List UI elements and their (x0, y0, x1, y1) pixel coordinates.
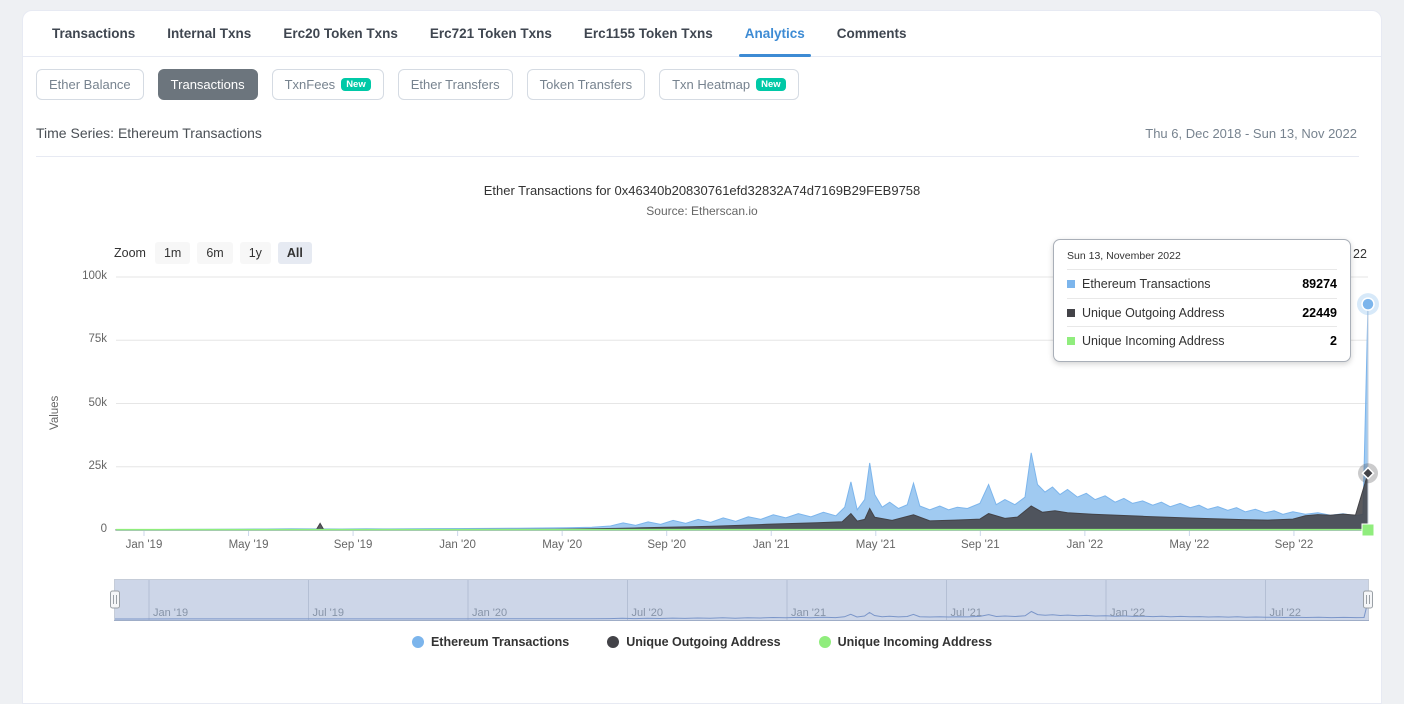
ether-balance-button[interactable]: Ether Balance (36, 69, 144, 100)
zoom-controls: Zoom 1m 6m 1y All (114, 242, 312, 264)
legend-marker-icon (818, 636, 831, 648)
new-badge: New (756, 77, 786, 92)
main-chart[interactable] (115, 274, 1384, 542)
chart-title: Ether Transactions for 0x46340b20830761e… (483, 183, 921, 198)
tooltip-date: Sun 13, November 2022 (1067, 248, 1337, 270)
txnfees-button[interactable]: TxnFees New (271, 69, 384, 100)
chart-subtitle: Source: Etherscan.io (646, 204, 758, 218)
chip-label: Txn Heatmap (672, 77, 751, 92)
tab-bar: Transactions Internal Txns Erc20 Token T… (23, 11, 1381, 57)
new-badge: New (341, 77, 371, 92)
tab-erc20-token-txns[interactable]: Erc20 Token Txns (283, 26, 398, 41)
x-axis-tick-label: May '22 (1169, 539, 1210, 551)
x-axis-tick-label: Jan '21 (752, 539, 790, 551)
chip-label: Transactions (170, 77, 245, 92)
zoom-label: Zoom (114, 246, 146, 260)
x-axis-tick-label: May '20 (542, 539, 583, 551)
navigator-tick-label: Jul '19 (312, 607, 344, 619)
navigator-tick-label: Jan '22 (1110, 607, 1146, 619)
zoom-1y-button[interactable]: 1y (239, 242, 271, 264)
legend-marker-icon (411, 636, 424, 648)
tab-erc721-token-txns[interactable]: Erc721 Token Txns (429, 26, 552, 41)
x-axis-tick-label: Jan '22 (1066, 539, 1104, 551)
x-axis-tick-label: Jan '20 (439, 539, 476, 551)
navigator-tick-label: Jul '20 (631, 607, 663, 619)
date-range: Thu 6, Dec 2018 - Sun 13, Nov 2022 (1145, 125, 1357, 141)
chip-label: TxnFees (284, 77, 336, 92)
content-card: Transactions Internal Txns Erc20 Token T… (22, 10, 1382, 704)
legend-label: Ethereum Transactions (430, 635, 570, 649)
time-series-header: Time Series: Ethereum Transactions Thu 6… (36, 125, 1357, 141)
x-axis-tick-label: Sep '21 (960, 539, 1000, 551)
token-transfers-button[interactable]: Token Transfers (526, 69, 646, 100)
legend-item-unique-outgoing-address[interactable]: Unique Outgoing Address (607, 635, 781, 649)
tab-analytics[interactable]: Analytics (729, 11, 821, 57)
zoom-all-button[interactable]: All (277, 242, 312, 264)
y-axis-tick-label: 75k (88, 333, 107, 346)
x-axis-tick-label: Sep '22 (1274, 539, 1314, 551)
legend-item-ethereum-transactions[interactable]: Ethereum Transactions (411, 635, 570, 649)
tab-internal-txns[interactable]: Internal Txns (167, 26, 252, 41)
ether-transfers-button[interactable]: Ether Transfers (397, 69, 513, 100)
tab-comments[interactable]: Comments (836, 26, 907, 41)
transactions-button[interactable]: Transactions (157, 69, 258, 100)
zoom-1m-button[interactable]: 1m (154, 242, 191, 264)
legend: Ethereum Transactions Unique Outgoing Ad… (23, 635, 1381, 649)
navigator-tick-label: Jul '21 (950, 607, 982, 619)
tab-transactions[interactable]: Transactions (52, 26, 136, 41)
x-axis-tick-label: Jan '19 (125, 539, 163, 551)
chip-label: Token Transfers (539, 77, 633, 92)
legend-item-unique-incoming-address[interactable]: Unique Incoming Address (818, 635, 993, 649)
y-axis-tick-label: 0 (100, 523, 107, 535)
analytics-subnav: Ether Balance Transactions TxnFees New E… (36, 69, 799, 100)
y-axis-tick-label: 25k (88, 459, 107, 472)
navigator-tick-label: Jul '22 (1269, 607, 1301, 619)
x-axis-tick-label: Sep '19 (333, 539, 373, 551)
navigator-tick-label: Jan '20 (472, 607, 508, 619)
legend-marker-icon (607, 636, 620, 648)
divider (36, 156, 1359, 157)
chip-label: Ether Transfers (410, 77, 500, 92)
tab-erc1155-token-txns[interactable]: Erc1155 Token Txns (583, 26, 713, 41)
navigator-right-handle (1363, 590, 1373, 609)
navigator[interactable]: Jan '19 Jul '19 Jan '20 Jul '20 Jan '21 Jul '… (110, 579, 1373, 621)
y-axis-tick-label: 100k (82, 270, 107, 282)
chip-label: Ether Balance (49, 77, 131, 92)
time-series-title: Time Series: Ethereum Transactions (36, 125, 262, 141)
navigator-tick-label: Jan '19 (153, 607, 189, 619)
legend-label: Unique Incoming Address (837, 635, 993, 649)
navigator-tick-label: Jan '21 (791, 607, 827, 619)
y-axis-tick-label: 50k (88, 396, 107, 409)
x-axis-tick-label: May '21 (855, 539, 896, 551)
x-axis-tick-label: Sep '20 (647, 539, 687, 551)
zoom-6m-button[interactable]: 6m (197, 242, 233, 264)
x-axis-tick-label: May '19 (228, 539, 269, 551)
y-axis-title: Values (49, 395, 61, 431)
legend-label: Unique Outgoing Address (626, 635, 781, 649)
navigator-left-handle (110, 590, 120, 609)
txn-heatmap-button[interactable]: Txn Heatmap New (659, 69, 799, 100)
range-input-partial: 22 (1353, 247, 1367, 261)
